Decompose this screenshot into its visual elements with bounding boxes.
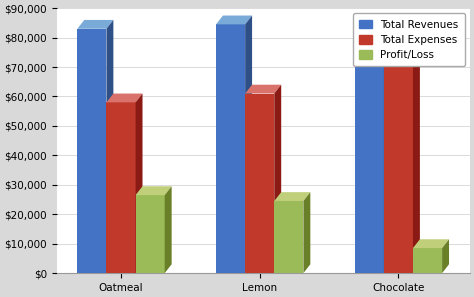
Polygon shape xyxy=(136,94,143,273)
Polygon shape xyxy=(384,55,420,64)
Polygon shape xyxy=(303,192,310,273)
Polygon shape xyxy=(70,273,449,279)
Polygon shape xyxy=(164,186,172,273)
Polygon shape xyxy=(107,102,136,273)
Polygon shape xyxy=(136,195,164,273)
Polygon shape xyxy=(77,20,113,29)
Legend: Total Revenues, Total Expenses, Profit/Loss: Total Revenues, Total Expenses, Profit/L… xyxy=(353,13,465,66)
Polygon shape xyxy=(136,186,172,195)
Polygon shape xyxy=(274,85,281,273)
Polygon shape xyxy=(355,49,384,273)
Polygon shape xyxy=(274,192,310,201)
Polygon shape xyxy=(245,15,252,273)
Polygon shape xyxy=(413,239,449,248)
Polygon shape xyxy=(245,94,274,273)
Polygon shape xyxy=(216,15,252,24)
Polygon shape xyxy=(77,29,107,273)
Polygon shape xyxy=(355,41,391,49)
Polygon shape xyxy=(384,64,413,273)
Polygon shape xyxy=(107,94,143,102)
Polygon shape xyxy=(245,85,281,94)
Polygon shape xyxy=(216,24,245,273)
Polygon shape xyxy=(413,248,442,273)
Polygon shape xyxy=(274,201,303,273)
Polygon shape xyxy=(442,239,449,273)
Polygon shape xyxy=(413,55,420,273)
Polygon shape xyxy=(70,267,463,273)
Polygon shape xyxy=(384,41,391,273)
Polygon shape xyxy=(107,20,113,273)
